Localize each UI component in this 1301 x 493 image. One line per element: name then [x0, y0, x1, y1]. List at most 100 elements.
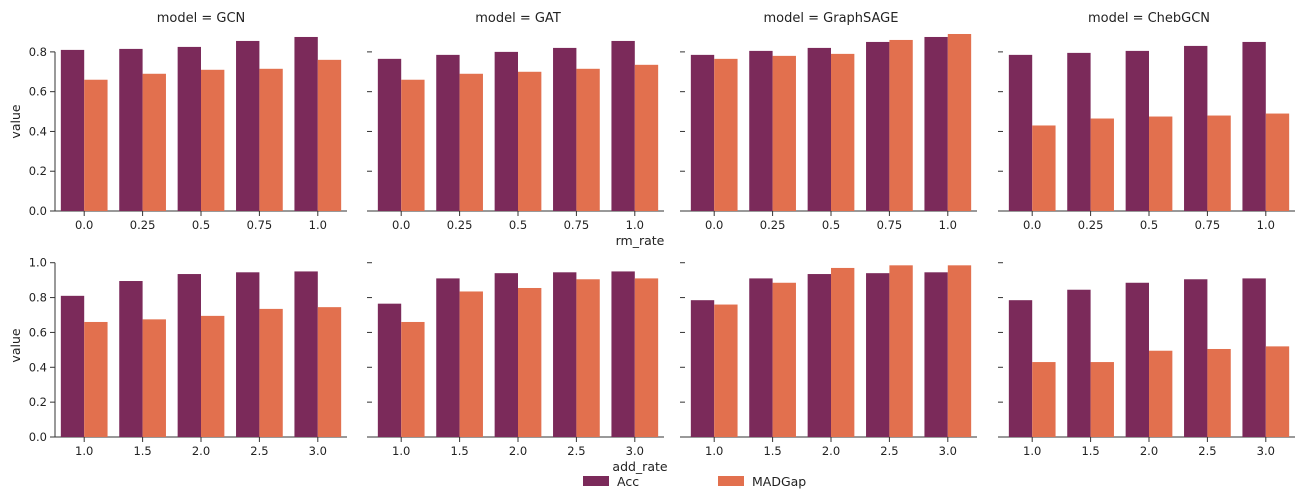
bar-acc	[377, 58, 402, 211]
bar-madgap	[459, 291, 483, 437]
x-tick-label: 1.5	[133, 444, 151, 458]
bar-acc	[749, 50, 773, 212]
x-tick-label: 0.5	[192, 218, 210, 232]
x-axis-label: add_rate	[612, 459, 667, 474]
x-tick-label: 2.5	[880, 444, 898, 458]
legend-label-acc: Acc	[617, 474, 639, 489]
y-tick-label: 0.2	[29, 164, 47, 178]
bar-madgap	[1090, 118, 1114, 211]
bar-madgap	[401, 79, 425, 211]
x-tick-label: 1.5	[763, 444, 781, 458]
y-tick-label: 0.0	[29, 204, 47, 218]
panel-title: model = GAT	[475, 11, 561, 26]
bar-acc	[436, 278, 460, 437]
x-tick-label: 2.5	[1198, 444, 1216, 458]
x-tick-label: 0.5	[1140, 218, 1158, 232]
bar-acc	[866, 41, 890, 211]
bar-madgap	[947, 33, 972, 211]
x-tick-label: 3.0	[626, 444, 644, 458]
x-tick-label: 1.0	[392, 444, 410, 458]
x-tick-label: 0.25	[760, 218, 786, 232]
y-tick-label: 0.4	[29, 124, 47, 138]
x-tick-label: 1.0	[705, 444, 723, 458]
bar-acc	[294, 36, 318, 211]
y-axis-label: value	[8, 104, 23, 138]
bar-madgap	[84, 79, 108, 211]
x-tick-label: 0.75	[564, 218, 590, 232]
bar-madgap	[889, 39, 913, 212]
x-tick-label: 1.0	[75, 444, 93, 458]
bar-madgap	[259, 308, 283, 437]
bar-acc	[119, 48, 143, 212]
bar-madgap	[317, 59, 342, 211]
x-tick-label: 0.0	[75, 218, 93, 232]
bar-madgap	[889, 265, 913, 437]
x-tick-label: 1.5	[450, 444, 468, 458]
bar-madgap	[634, 64, 659, 211]
bar-madgap	[634, 278, 659, 437]
bar-madgap	[576, 279, 600, 437]
bar-acc	[1125, 50, 1149, 212]
bar-madgap	[772, 282, 796, 437]
bar-acc	[177, 46, 201, 211]
bar-madgap	[1207, 348, 1231, 437]
bar-acc	[494, 51, 518, 212]
bar-acc	[1008, 54, 1033, 211]
bar-madgap	[1265, 113, 1290, 211]
x-axis-label: rm_rate	[616, 233, 665, 248]
x-tick-label: 3.0	[309, 444, 327, 458]
bar-madgap	[142, 73, 166, 212]
x-tick-label: 0.0	[705, 218, 723, 232]
legend-swatch-acc	[583, 476, 609, 486]
bar-madgap	[317, 307, 342, 437]
bar-madgap	[1149, 350, 1173, 437]
y-tick-label: 0.6	[29, 85, 47, 99]
bar-acc	[1008, 300, 1033, 437]
x-tick-label: 1.0	[309, 218, 327, 232]
legend-label-madgap: MADGap	[752, 474, 806, 489]
bar-madgap	[201, 69, 225, 212]
x-tick-label: 3.0	[1257, 444, 1275, 458]
bar-acc	[494, 273, 518, 437]
bar-acc	[377, 303, 402, 437]
y-tick-label: 1.0	[29, 256, 47, 270]
bar-acc	[1184, 45, 1208, 211]
panel-title: model = GraphSAGE	[764, 11, 899, 26]
bar-acc	[807, 47, 831, 212]
bar-madgap	[772, 55, 796, 211]
bar-madgap	[84, 321, 108, 437]
bar-madgap	[831, 267, 855, 437]
legend-swatch-madgap	[718, 476, 744, 486]
bar-madgap	[142, 319, 166, 437]
x-tick-label: 0.25	[130, 218, 156, 232]
x-tick-label: 2.0	[1140, 444, 1158, 458]
y-axis-label: value	[8, 328, 23, 362]
bar-acc	[553, 47, 577, 212]
bar-madgap	[947, 265, 972, 437]
y-tick-label: 0.6	[29, 325, 47, 339]
x-tick-label: 0.75	[247, 218, 273, 232]
bar-madgap	[1032, 362, 1056, 437]
bar-madgap	[1265, 346, 1290, 437]
bar-madgap	[714, 58, 738, 211]
x-tick-label: 0.75	[1195, 218, 1221, 232]
bar-acc	[60, 49, 85, 212]
bar-acc	[611, 271, 635, 437]
x-tick-label: 1.5	[1081, 444, 1099, 458]
bar-acc	[807, 274, 831, 437]
bar-madgap	[831, 53, 855, 211]
bar-madgap	[1090, 362, 1114, 437]
bar-madgap	[201, 315, 225, 437]
x-tick-label: 0.0	[1023, 218, 1041, 232]
bar-madgap	[1149, 116, 1173, 211]
bar-acc	[1067, 52, 1091, 212]
bar-acc	[294, 271, 318, 437]
x-tick-label: 0.5	[509, 218, 527, 232]
bar-acc	[924, 272, 948, 437]
x-tick-label: 0.25	[447, 218, 473, 232]
bar-acc	[177, 274, 201, 437]
y-tick-label: 0.2	[29, 395, 47, 409]
x-tick-label: 3.0	[939, 444, 957, 458]
